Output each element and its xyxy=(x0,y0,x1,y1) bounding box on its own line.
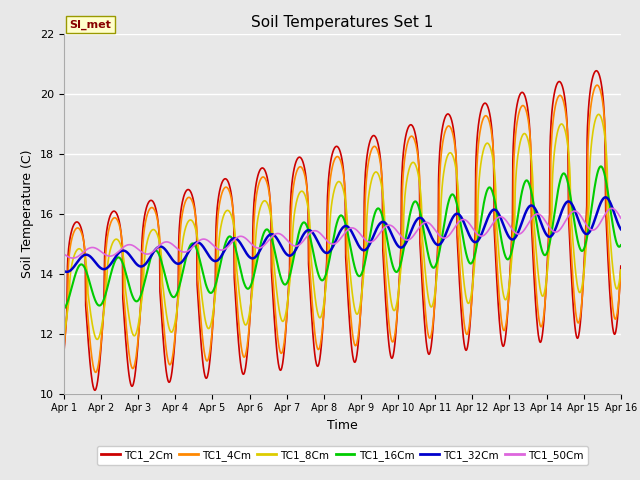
TC1_8Cm xyxy=(617,267,625,273)
TC1_50Cm xyxy=(184,248,192,254)
TC1_4Cm xyxy=(617,269,625,275)
TC1_50Cm xyxy=(608,205,616,211)
TC1_2Cm xyxy=(91,387,99,393)
TC1_2Cm xyxy=(551,87,559,93)
TC1_16Cm xyxy=(502,254,509,260)
TC1_16Cm xyxy=(429,264,436,270)
TC1_8Cm xyxy=(171,322,179,327)
TC1_50Cm xyxy=(429,225,437,230)
TC1_8Cm xyxy=(246,303,254,309)
TC1_16Cm xyxy=(617,242,625,248)
TC1_50Cm xyxy=(60,251,68,257)
TC1_2Cm xyxy=(171,341,179,347)
TC1_32Cm xyxy=(63,269,70,275)
TC1_8Cm xyxy=(502,297,509,302)
TC1_32Cm xyxy=(171,259,179,265)
TC1_2Cm xyxy=(593,68,600,73)
TC1_2Cm xyxy=(184,187,192,192)
TC1_32Cm xyxy=(551,227,559,233)
TC1_8Cm xyxy=(184,219,192,225)
TC1_50Cm xyxy=(551,229,559,235)
TC1_32Cm xyxy=(429,237,437,243)
TC1_50Cm xyxy=(69,255,77,261)
TC1_2Cm xyxy=(60,348,68,354)
TC1_4Cm xyxy=(502,322,509,328)
Line: TC1_32Cm: TC1_32Cm xyxy=(64,197,621,272)
TC1_32Cm xyxy=(184,250,192,255)
TC1_8Cm xyxy=(60,330,68,336)
TC1_2Cm xyxy=(502,331,509,337)
TC1_8Cm xyxy=(595,111,603,117)
TC1_32Cm xyxy=(617,226,625,232)
Line: TC1_4Cm: TC1_4Cm xyxy=(64,85,621,372)
TC1_4Cm xyxy=(184,194,192,200)
Legend: TC1_2Cm, TC1_4Cm, TC1_8Cm, TC1_16Cm, TC1_32Cm, TC1_50Cm: TC1_2Cm, TC1_4Cm, TC1_8Cm, TC1_16Cm, TC1… xyxy=(97,445,588,465)
Y-axis label: Soil Temperature (C): Soil Temperature (C) xyxy=(22,149,35,278)
TC1_4Cm xyxy=(551,105,559,110)
TC1_8Cm xyxy=(93,336,101,342)
TC1_16Cm xyxy=(184,249,191,254)
Line: TC1_2Cm: TC1_2Cm xyxy=(64,71,621,390)
TC1_4Cm xyxy=(60,345,68,350)
TC1_32Cm xyxy=(602,194,609,200)
TC1_16Cm xyxy=(170,294,178,300)
TC1_16Cm xyxy=(246,284,254,290)
X-axis label: Time: Time xyxy=(327,419,358,432)
TC1_32Cm xyxy=(502,228,509,234)
TC1_4Cm xyxy=(171,337,179,343)
TC1_4Cm xyxy=(593,82,601,88)
TC1_4Cm xyxy=(246,308,254,313)
Line: TC1_16Cm: TC1_16Cm xyxy=(64,167,621,309)
TC1_50Cm xyxy=(617,215,625,221)
Line: TC1_8Cm: TC1_8Cm xyxy=(64,114,621,339)
TC1_8Cm xyxy=(429,300,437,306)
TC1_2Cm xyxy=(429,324,437,329)
TC1_4Cm xyxy=(429,319,437,324)
Line: TC1_50Cm: TC1_50Cm xyxy=(64,208,621,258)
TC1_2Cm xyxy=(617,263,625,269)
TC1_50Cm xyxy=(171,243,179,249)
TC1_8Cm xyxy=(551,144,559,149)
TC1_32Cm xyxy=(246,255,254,261)
TC1_2Cm xyxy=(246,306,254,312)
TC1_32Cm xyxy=(60,268,68,274)
TC1_16Cm xyxy=(551,209,559,215)
Title: Soil Temperatures Set 1: Soil Temperatures Set 1 xyxy=(252,15,433,30)
TC1_4Cm xyxy=(92,370,100,375)
Text: SI_met: SI_met xyxy=(70,20,111,30)
TC1_16Cm xyxy=(60,306,68,312)
TC1_50Cm xyxy=(246,240,254,246)
TC1_50Cm xyxy=(502,217,509,223)
TC1_16Cm xyxy=(597,164,605,169)
